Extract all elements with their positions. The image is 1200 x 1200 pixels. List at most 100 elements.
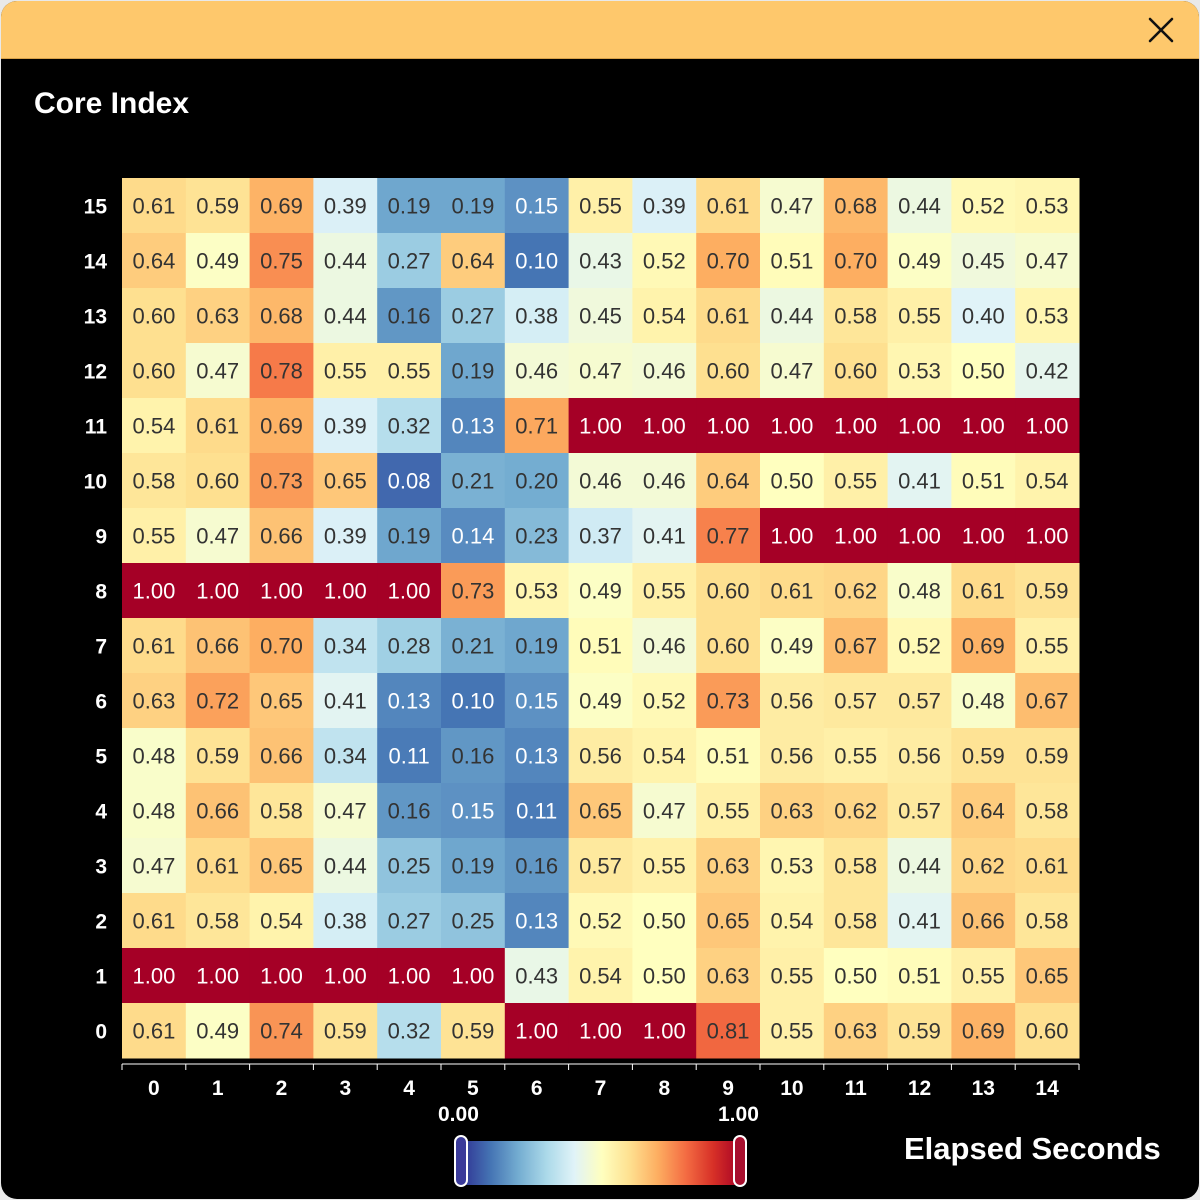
cell-value-label: 0.61 bbox=[132, 194, 175, 219]
cell-value-label: 1.00 bbox=[579, 1019, 622, 1044]
heatmap-cell bbox=[377, 508, 442, 564]
heatmap-cell bbox=[122, 838, 187, 894]
heatmap-cell bbox=[122, 1003, 187, 1059]
heatmap-cell bbox=[504, 1003, 570, 1059]
cell-value-label: 0.50 bbox=[834, 964, 877, 989]
cell-value-label: 0.55 bbox=[132, 524, 175, 549]
cell-value-label: 0.54 bbox=[260, 909, 303, 934]
cell-value-label: 0.49 bbox=[579, 689, 622, 714]
heatmap-cell bbox=[504, 948, 570, 1004]
heatmap-cell bbox=[1015, 728, 1080, 784]
heatmap-cell bbox=[823, 288, 889, 344]
cell-value-label: 0.34 bbox=[324, 634, 367, 659]
heatmap-cell bbox=[185, 728, 251, 784]
heatmap-cell bbox=[1015, 1003, 1080, 1059]
heatmap-cell bbox=[632, 618, 697, 674]
heatmap-cell bbox=[122, 728, 187, 784]
cell-value-label: 1.00 bbox=[898, 414, 941, 439]
cell-value-label: 0.58 bbox=[834, 304, 877, 329]
heatmap-cell bbox=[696, 233, 761, 289]
heatmap-cell bbox=[504, 728, 570, 784]
cell-value-label: 0.57 bbox=[898, 689, 941, 714]
cell-value-label: 0.55 bbox=[834, 744, 877, 769]
legend-title: Elapsed Seconds bbox=[904, 1131, 1161, 1166]
heatmap-cell bbox=[887, 728, 952, 784]
heatmap-cell bbox=[441, 893, 506, 949]
heatmap-cell bbox=[951, 838, 1016, 894]
cell-value-label: 0.55 bbox=[707, 799, 750, 824]
heatmap-cell bbox=[887, 508, 952, 564]
heatmap-cell bbox=[185, 288, 251, 344]
heatmap-cell bbox=[313, 453, 378, 509]
heatmap-cell bbox=[185, 948, 251, 1004]
heatmap-cell bbox=[760, 343, 825, 399]
cell-value-label: 0.58 bbox=[1026, 909, 1069, 934]
colorbar-max-handle[interactable] bbox=[733, 1135, 747, 1187]
cell-value-label: 1.00 bbox=[515, 1019, 558, 1044]
cell-value-label: 0.39 bbox=[643, 194, 686, 219]
heatmap-cell bbox=[377, 948, 442, 1004]
heatmap-cell bbox=[122, 288, 187, 344]
cell-value-label: 0.61 bbox=[132, 1019, 175, 1044]
heatmap-cell bbox=[504, 343, 570, 399]
cell-value-label: 0.63 bbox=[770, 799, 813, 824]
x-tick-label: 6 bbox=[531, 1077, 543, 1100]
cell-value-label: 0.55 bbox=[834, 469, 877, 494]
heatmap-cell bbox=[696, 728, 761, 784]
heatmap-cell bbox=[377, 563, 442, 619]
heatmap-cell bbox=[632, 728, 697, 784]
cell-value-label: 0.48 bbox=[132, 744, 175, 769]
cell-value-label: 0.47 bbox=[196, 359, 239, 384]
cell-value-label: 0.44 bbox=[324, 304, 367, 329]
heatmap-cell bbox=[1015, 838, 1080, 894]
cell-value-label: 0.66 bbox=[260, 744, 303, 769]
heatmap-cell bbox=[696, 783, 761, 839]
heatmap-cell bbox=[823, 728, 889, 784]
heatmap-cell bbox=[313, 618, 378, 674]
heatmap-cell bbox=[823, 948, 889, 1004]
heatmap-cell bbox=[122, 563, 187, 619]
heatmap-cell bbox=[568, 453, 633, 509]
heatmap-cell bbox=[249, 563, 314, 619]
heatmap-cell bbox=[313, 398, 378, 454]
cell-value-label: 0.41 bbox=[898, 909, 941, 934]
cell-value-label: 0.13 bbox=[388, 689, 431, 714]
cell-value-label: 0.37 bbox=[579, 524, 622, 549]
cell-value-label: 0.70 bbox=[834, 249, 877, 274]
x-tick-label: 9 bbox=[722, 1077, 734, 1100]
heatmap-cell bbox=[760, 398, 825, 454]
cell-value-label: 0.61 bbox=[1026, 854, 1069, 879]
close-icon[interactable] bbox=[1144, 13, 1178, 47]
cell-value-label: 0.53 bbox=[1026, 304, 1069, 329]
cell-value-label: 0.47 bbox=[324, 799, 367, 824]
cell-value-label: 0.58 bbox=[196, 909, 239, 934]
cell-value-label: 0.48 bbox=[898, 579, 941, 604]
colorbar-min-handle[interactable] bbox=[454, 1135, 468, 1187]
heatmap-cell bbox=[760, 673, 825, 729]
cell-value-label: 1.00 bbox=[324, 964, 367, 989]
cell-value-label: 0.51 bbox=[770, 249, 813, 274]
cell-value-label: 0.55 bbox=[1026, 634, 1069, 659]
cell-value-label: 0.69 bbox=[962, 1019, 1005, 1044]
cell-value-label: 0.13 bbox=[515, 909, 558, 934]
cell-value-label: 0.64 bbox=[962, 799, 1005, 824]
cell-value-label: 0.60 bbox=[834, 359, 877, 384]
heatmap-cell bbox=[249, 893, 314, 949]
heatmap-cell bbox=[887, 838, 952, 894]
heatmap-cell bbox=[568, 563, 633, 619]
heatmap-cell bbox=[568, 233, 633, 289]
heatmap-cell bbox=[185, 508, 251, 564]
heatmap-cell bbox=[1015, 783, 1080, 839]
cell-value-label: 0.54 bbox=[643, 304, 686, 329]
heatmap-cell bbox=[632, 508, 697, 564]
heatmap-cell bbox=[1015, 288, 1080, 344]
heatmap-cell bbox=[696, 563, 761, 619]
heatmap-cell bbox=[249, 673, 314, 729]
cell-value-label: 0.63 bbox=[707, 854, 750, 879]
heatmap-cell bbox=[441, 838, 506, 894]
cell-value-label: 0.65 bbox=[1026, 964, 1069, 989]
heatmap-cell bbox=[760, 838, 825, 894]
cell-value-label: 0.61 bbox=[770, 579, 813, 604]
heatmap-cell bbox=[185, 178, 251, 234]
cell-value-label: 0.13 bbox=[515, 744, 558, 769]
